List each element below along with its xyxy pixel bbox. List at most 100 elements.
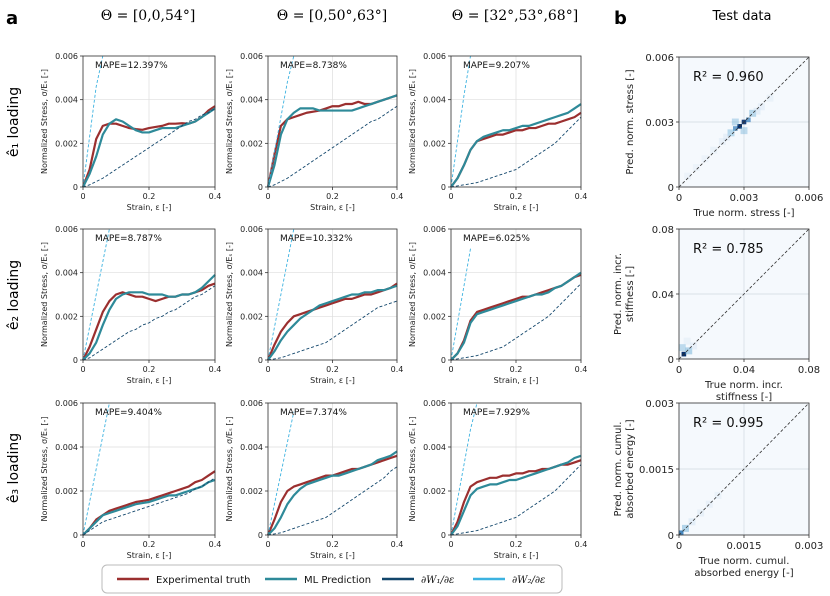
y-axis-label: Normalized Stress, σ/Eₛ [-] bbox=[40, 242, 49, 347]
density-cell bbox=[692, 164, 700, 171]
x-axis-label: Strain, ε [-] bbox=[127, 551, 172, 560]
x-tick-label: 0.2 bbox=[326, 540, 339, 549]
series-dW1 bbox=[82, 477, 216, 536]
column-header-1: Θ = [0,0,54°] bbox=[101, 8, 196, 24]
x-tick-label: 0.2 bbox=[326, 365, 339, 374]
density-cell bbox=[684, 172, 692, 180]
x-axis-label: Strain, ε [-] bbox=[127, 203, 172, 212]
mape-annotation: MAPE=9.207% bbox=[463, 61, 530, 71]
density-cell bbox=[757, 103, 765, 111]
series-prediction bbox=[266, 94, 398, 188]
y-axis-label: stiffness [-] bbox=[625, 266, 636, 322]
y-tick-label: 0.002 bbox=[240, 312, 263, 321]
y-tick-label: 0.002 bbox=[240, 139, 263, 148]
series-dW1 bbox=[450, 283, 582, 361]
density-cell bbox=[766, 94, 774, 102]
series-dW2 bbox=[82, 55, 104, 188]
x-tick-label: 0 bbox=[80, 540, 85, 549]
density-cell bbox=[688, 518, 696, 526]
y-tick-label: 0.002 bbox=[423, 312, 446, 321]
stress-strain-panel-9: 0 0.2 0.4 0 0.002 0.004 0.006 Strain, ε [-] Norm… bbox=[408, 399, 587, 560]
series-dW1 bbox=[450, 116, 582, 188]
y-tick-label: 0 bbox=[668, 531, 674, 542]
series-experimental bbox=[266, 282, 398, 361]
density-cell bbox=[678, 530, 684, 536]
x-tick-label: 0.4 bbox=[391, 540, 404, 549]
mape-annotation: MAPE=7.374% bbox=[280, 408, 347, 418]
y-tick-label: 0.004 bbox=[240, 269, 263, 278]
x-tick-label: 0.4 bbox=[391, 192, 404, 201]
stress-strain-panel-4: 0 0.2 0.4 0 0.002 0.004 0.006 Strain, ε [-] Norm… bbox=[40, 225, 221, 385]
y-tick-label: 0 bbox=[258, 183, 263, 192]
column-header-3: Θ = [32°,53°,68°] bbox=[452, 8, 578, 24]
y-axis-label: Normalized Stress, σ/Eₛ [-] bbox=[225, 242, 234, 347]
stress-strain-panel-6: 0 0.2 0.4 0 0.002 0.004 0.006 Strain, ε [-] Norm… bbox=[408, 225, 587, 385]
x-tick-label: 0.006 bbox=[795, 193, 824, 204]
x-tick-label: 0 bbox=[80, 192, 85, 201]
x-axis-label: stiffness [-] bbox=[716, 392, 772, 403]
y-axis-label: Normalized Stress, σ/Eₛ [-] bbox=[408, 242, 417, 347]
x-tick-label: 0.4 bbox=[391, 365, 404, 374]
x-tick-label: 0 bbox=[676, 541, 682, 552]
x-tick-label: 0 bbox=[448, 365, 453, 374]
y-axis-label: Normalized Stress, σ/Eₛ [-] bbox=[408, 69, 417, 174]
series-dW2 bbox=[450, 402, 478, 536]
series-dW1 bbox=[267, 105, 398, 188]
y-tick-label: 0.08 bbox=[652, 225, 674, 236]
density-cell bbox=[727, 129, 735, 137]
y-tick-label: 0.004 bbox=[423, 96, 446, 105]
mape-annotation: MAPE=9.404% bbox=[95, 408, 162, 418]
x-tick-label: 0 bbox=[676, 365, 682, 376]
y-tick-label: 0 bbox=[73, 531, 78, 540]
y-tick-label: 0.0015 bbox=[639, 465, 674, 476]
density-cell bbox=[731, 118, 739, 126]
y-tick-label: 0.004 bbox=[423, 269, 446, 278]
series-dW2 bbox=[450, 248, 471, 361]
y-tick-label: 0 bbox=[73, 183, 78, 192]
row-label-3: ê₃ loading bbox=[6, 433, 22, 503]
x-axis-label: True norm. stress [-] bbox=[692, 208, 794, 219]
legend: Experimental truth ML Prediction ∂W₁/∂ε … bbox=[101, 564, 563, 594]
y-tick-label: 0.004 bbox=[55, 269, 78, 278]
x-tick-label: 0.4 bbox=[575, 192, 588, 201]
parity-panel-3: 0 0.0015 0.003 0 0.0015 0.003 True norm. cumul… bbox=[613, 399, 823, 579]
density-cell bbox=[740, 127, 748, 135]
density-cell bbox=[682, 524, 689, 532]
series-dW1 bbox=[267, 466, 398, 536]
y-axis-label: Normalized Stress, σ/Eₛ [-] bbox=[225, 69, 234, 174]
mape-annotation: MAPE=10.332% bbox=[280, 234, 353, 244]
y-axis-label: absorbed energy [-] bbox=[625, 419, 636, 518]
reference-line bbox=[678, 228, 810, 360]
stress-strain-panel-2: 0 0.2 0.4 0 0.002 0.004 0.006 Strain, ε [-] Norm… bbox=[225, 52, 403, 212]
density-cell bbox=[701, 155, 709, 163]
series-prediction bbox=[267, 284, 398, 361]
y-tick-label: 0.006 bbox=[55, 225, 78, 234]
density-cell bbox=[718, 138, 726, 145]
legend-label-dW1: ∂W₁/∂ε bbox=[421, 575, 454, 586]
y-tick-label: 0.003 bbox=[645, 399, 674, 410]
x-tick-label: 0 bbox=[448, 192, 453, 201]
panel-b-letter: b bbox=[614, 8, 627, 29]
x-tick-label: 0 bbox=[265, 365, 270, 374]
mape-annotation: MAPE=12.397% bbox=[95, 61, 168, 71]
y-axis-label: Normalized Stress, σ/Eₛ [-] bbox=[225, 416, 234, 521]
series-prediction bbox=[450, 103, 582, 188]
y-tick-label: 0.002 bbox=[240, 487, 263, 496]
density-cell bbox=[705, 500, 713, 508]
y-tick-label: 0.003 bbox=[645, 118, 674, 129]
y-tick-label: 0.004 bbox=[240, 96, 263, 105]
mape-annotation: MAPE=7.929% bbox=[463, 408, 530, 418]
series-dW1 bbox=[267, 300, 398, 361]
x-axis-label: Strain, ε [-] bbox=[494, 203, 539, 212]
x-tick-label: 0.003 bbox=[795, 541, 824, 552]
y-axis-label: Pred. norm. cumul. bbox=[613, 422, 624, 517]
row-label-1: ê₁ loading bbox=[6, 87, 22, 157]
mape-annotation: MAPE=8.738% bbox=[280, 61, 347, 71]
series-prediction bbox=[82, 274, 216, 361]
y-axis-label: Pred. norm. stress [-] bbox=[625, 69, 636, 174]
x-axis-label: Strain, ε [-] bbox=[494, 551, 539, 560]
stress-strain-panel-3: 0 0.2 0.4 0 0.002 0.004 0.006 Strain, ε [-] Norm… bbox=[408, 52, 587, 212]
series-dW2 bbox=[267, 55, 295, 188]
density-cell bbox=[710, 146, 718, 154]
